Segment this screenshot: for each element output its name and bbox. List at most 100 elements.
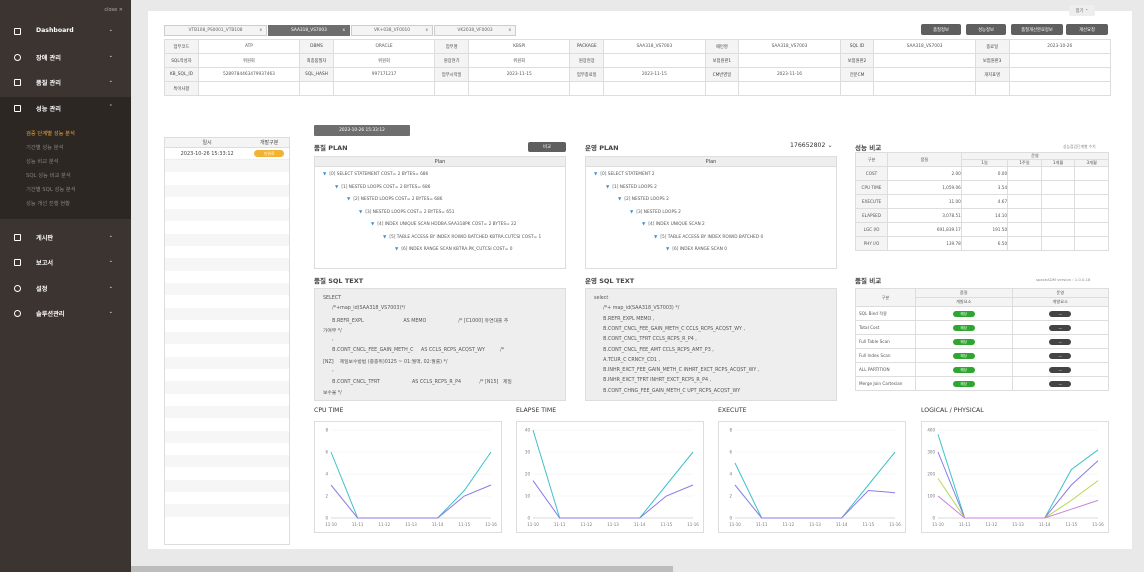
info-row: KB_SQL_ID 5289784463479937463 SQL_HASH 9971… [164, 67, 1112, 82]
nav-board[interactable]: 게시판 ⌄ [0, 226, 131, 248]
perf-cell: EXECUTE [855, 194, 888, 209]
submenu-item[interactable]: SQL 성능 비교 분석 [26, 173, 71, 179]
quality-info-button[interactable]: 품질정보 [921, 24, 961, 35]
info-key: 업무코드 [164, 39, 199, 54]
plan-row[interactable]: ▼ [0] SELECT STATEMENT 2 [594, 172, 655, 177]
plan-row-text: [6] INDEX RANGE SCAN KBTRA.PK_CUTCSI COS… [401, 247, 513, 252]
plan-row[interactable]: ▼ [3] NESTED LOOPS 2 [630, 210, 681, 215]
nav-incident[interactable]: 장애 관리 ⌄ [0, 46, 131, 68]
expand-triangle-icon[interactable]: ▼ [359, 209, 363, 215]
expand-triangle-icon[interactable]: ▼ [395, 247, 399, 252]
expand-triangle-icon[interactable]: ▼ [666, 247, 670, 252]
x-tick-label: 11-15 [863, 522, 875, 527]
expand-triangle-icon[interactable]: ▼ [323, 172, 327, 177]
expand-triangle-icon[interactable]: ▼ [594, 172, 598, 177]
expand-triangle-icon[interactable]: ▼ [335, 184, 339, 190]
expand-triangle-icon[interactable]: ▼ [618, 197, 622, 202]
info-value [1008, 53, 1112, 68]
nav-solution[interactable]: 솔루션관리 ⌄ [0, 302, 131, 324]
nav-settings[interactable]: 설정 ⌄ [0, 277, 131, 299]
tab-item[interactable]: VTB108_PS0001_VTB108 x [164, 25, 267, 36]
x-tick-label: 11-10 [527, 522, 539, 527]
expand-triangle-icon[interactable]: ▼ [630, 209, 634, 215]
nav-report[interactable]: 보고서 ⌄ [0, 251, 131, 273]
expand-triangle-icon[interactable]: ▼ [642, 222, 646, 227]
tab-item[interactable]: VK+038_VF0010 x [351, 25, 433, 36]
history-empty-row [165, 221, 289, 234]
close-icon[interactable]: x [259, 28, 262, 33]
perf-cell: COST [855, 166, 888, 181]
history-row[interactable]: 2023-10-26 15:33:12 미완료 [165, 148, 289, 160]
chevron-up-icon: ⌃ [108, 104, 113, 110]
plan-row[interactable]: ▼ [6] INDEX RANGE SCAN 0 [666, 247, 727, 252]
submenu-item[interactable]: 기간별 SQL 성능 분석 [26, 187, 76, 193]
sql-line: 가여부 */ [323, 328, 342, 334]
horizontal-scrollbar[interactable] [131, 566, 673, 572]
qc-header: 구분 [855, 288, 916, 307]
collapse-button[interactable]: 접기 ⌃ [1069, 5, 1095, 16]
close-icon[interactable]: x [425, 28, 428, 33]
plan-row-text: [2] NESTED LOOPS 2 [624, 197, 669, 202]
submenu-item[interactable]: 검증 단계별 성능 분석 [26, 131, 75, 137]
plan-row[interactable]: ▼ [3] NESTED LOOPS COST= 2 BYTES= 651 [359, 210, 455, 215]
plan-row[interactable]: ▼ [5] TABLE ACCESS BY INDEX ROWID BATCHED… [383, 235, 541, 240]
tab-item-active[interactable]: SAA318_VS7003 x [268, 25, 350, 36]
info-key: 원장현장 [569, 53, 605, 68]
nav-performance[interactable]: 성능 관리 ⌃ [0, 97, 131, 124]
perf-row: CPU TIME 1,059.06 3.54 [855, 180, 1109, 195]
plan-row[interactable]: ▼ [5] TABLE ACCESS BY INDEX ROWID BATCHED… [654, 235, 763, 240]
plan-row[interactable]: ▼ [2] NESTED LOOPS COST= 2 BYTES= 686 [347, 197, 443, 202]
performance-info-button[interactable]: 성능정보 [966, 24, 1006, 35]
info-value: 997171217 [332, 67, 436, 82]
info-key: PACKAGE [569, 39, 605, 54]
plan-row[interactable]: ▼ [1] NESTED LOOPS 2 [606, 185, 657, 190]
expand-triangle-icon[interactable]: ▼ [606, 184, 610, 190]
status-pill: 해당 [952, 380, 975, 387]
quality-improve-done-button[interactable]: 품질개선완료정보 [1011, 24, 1063, 35]
expand-triangle-icon[interactable]: ▼ [383, 234, 387, 240]
expand-triangle-icon[interactable]: ▼ [347, 197, 351, 202]
tab-item[interactable]: VK2038_VF0003 x [434, 25, 516, 36]
expand-triangle-icon[interactable]: ▼ [371, 222, 375, 227]
plan-row[interactable]: ▼ [2] NESTED LOOPS 2 [618, 197, 669, 202]
plan-row[interactable]: ▼ [0] SELECT STATEMENT COST= 2 BYTES= 686 [323, 172, 428, 177]
perf-cell [1007, 166, 1042, 181]
plan-hash-select[interactable]: 176652802 ⌄ [790, 142, 833, 149]
chevron-down-icon: ⌄ [108, 233, 113, 239]
qc-label: Full Table Scan [855, 334, 916, 349]
expand-triangle-icon[interactable]: ▼ [654, 234, 658, 240]
history-empty-row [165, 307, 289, 320]
plan-row[interactable]: ▼ [6] INDEX RANGE SCAN KBTRA.PK_CUTCSI CO… [395, 247, 513, 252]
compare-button[interactable]: 비교 [528, 142, 566, 152]
nav-quality[interactable]: 품질 관리 ⌄ [0, 71, 131, 93]
plan-row[interactable]: ▼ [4] INDEX UNIQUE SCAN 2 [642, 222, 705, 227]
quality-sql-box[interactable]: SELECT /*+map_id(SAA318_VS7003)*/ B.REFR… [314, 288, 566, 401]
submenu-item[interactable]: 성능 비교 분석 [26, 159, 59, 165]
plan-row[interactable]: ▼ [4] INDEX UNIQUE SCAN HDDBA.SAA318PK CO… [371, 222, 517, 227]
info-value: 2023-10-26 [1008, 39, 1112, 54]
qc-row: ALL PARTITION 해당 — [855, 362, 1109, 377]
nav-dashboard[interactable]: Dashboard ⌄ [0, 20, 131, 42]
submenu-item[interactable]: 기간별 성능 분석 [26, 145, 64, 151]
improve-request-button[interactable]: 개선요청 [1066, 24, 1108, 35]
perf-header: 운영 [960, 152, 1110, 160]
perf-header: 1주일 [1007, 159, 1042, 167]
date-tab[interactable]: 2023-10-26 15:33:12 [314, 125, 410, 136]
chart-title: ELAPSE TIME [516, 407, 557, 414]
history-empty-row [165, 467, 289, 480]
qc-row: Merge Join Cartesian 해당 — [855, 376, 1109, 391]
submenu-item[interactable]: 성능 개선 진행 현황 [26, 201, 71, 207]
plan-row-text: [5] TABLE ACCESS BY INDEX ROWID BATCHED … [389, 234, 542, 240]
sidebar-close-button[interactable]: close ✕ [104, 7, 123, 13]
chart-svg: 0 10 20 30 40 11-10 11-11 11-12 11-13 11-14 11-15 1… [525, 428, 699, 528]
x-tick-label: 11-15 [1066, 522, 1078, 527]
report-icon [14, 259, 21, 266]
close-icon[interactable]: x [342, 28, 345, 33]
close-icon[interactable]: x [508, 28, 511, 33]
history-empty-row [165, 319, 289, 333]
ops-sql-box[interactable]: select /*+ map_id(SAA318_VS7003) */ B.RE… [585, 288, 837, 401]
chevron-down-icon: ⌄ [108, 284, 113, 290]
sql-line: , [323, 337, 334, 343]
plan-row[interactable]: ▼ [1] NESTED LOOPS COST= 2 BYTES= 686 [335, 185, 431, 190]
perf-cell [1007, 222, 1042, 237]
